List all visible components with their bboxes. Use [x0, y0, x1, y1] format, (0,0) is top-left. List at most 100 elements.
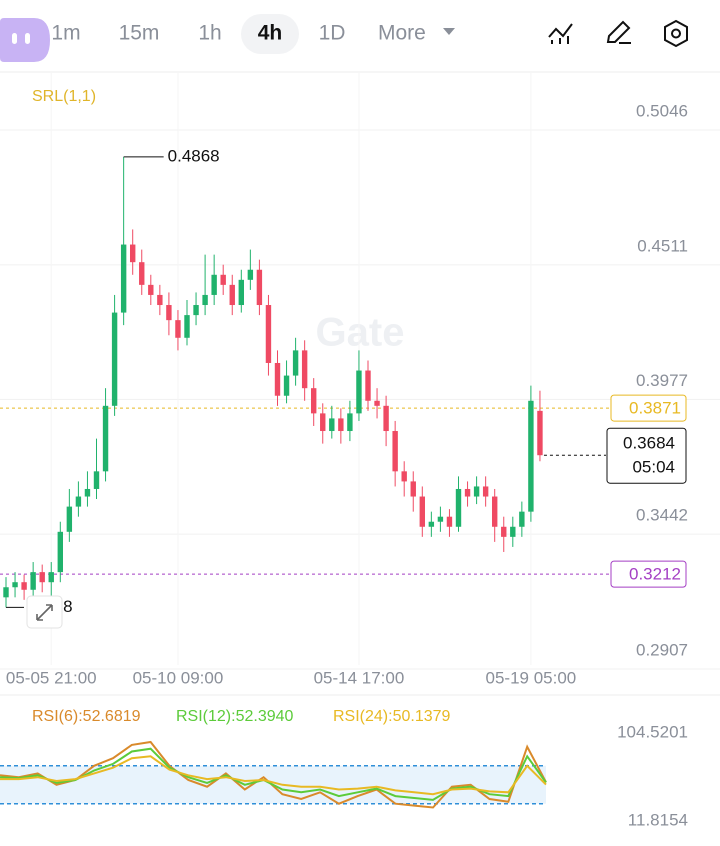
- candle-body: [193, 305, 199, 316]
- candle-body: [519, 511, 525, 527]
- floating-bubble[interactable]: [0, 18, 50, 62]
- candle-body: [537, 410, 543, 456]
- candle-body: [365, 370, 371, 401]
- candle-body: [139, 262, 145, 285]
- y-tick-label: 0.3442: [636, 506, 688, 525]
- candle-body: [274, 362, 281, 396]
- candle-body: [120, 244, 127, 313]
- x-tick-label: 05-05 21:00: [6, 668, 97, 687]
- y-tick-label: 0.3977: [636, 371, 688, 390]
- candle-body: [473, 486, 480, 497]
- candle-body: [311, 388, 317, 414]
- x-tick-label: 05-14 17:00: [314, 668, 405, 687]
- candle-body: [338, 418, 344, 432]
- candle-body: [501, 526, 507, 537]
- candle-body: [329, 418, 335, 432]
- candle-body: [392, 431, 398, 472]
- candle-body: [21, 582, 27, 590]
- candle-body: [75, 496, 82, 507]
- candle-body: [482, 486, 489, 497]
- current-price: 0.3684: [623, 434, 675, 453]
- candle-body: [283, 375, 290, 396]
- candle-body: [464, 488, 471, 497]
- candle-body: [184, 315, 190, 338]
- settings-icon[interactable]: [664, 19, 688, 48]
- candle-body: [347, 413, 353, 432]
- candle-body: [446, 516, 453, 527]
- candle-body: [292, 350, 299, 376]
- candle-body: [148, 284, 154, 295]
- candle-body: [229, 284, 235, 306]
- price-level-label: 0.3871: [629, 399, 681, 418]
- candle-body: [492, 496, 498, 527]
- candle-body: [374, 400, 380, 406]
- price-level-box: [610, 560, 687, 588]
- candle-body: [84, 488, 91, 497]
- y-tick-label: 0.2907: [636, 640, 688, 659]
- candle-body: [528, 400, 534, 512]
- indicator-label: SRL(1,1): [32, 88, 96, 105]
- candle-body: [102, 405, 109, 472]
- legend-entry: RSI(24):50.1379: [333, 708, 451, 725]
- candle-body: [93, 471, 100, 489]
- more-tab[interactable]: More: [378, 22, 426, 45]
- candle-body: [175, 320, 181, 338]
- legend-entry: RSI(12):52.3940: [176, 708, 294, 725]
- expand-icon[interactable]: [36, 604, 53, 621]
- interval-tab[interactable]: 4h: [258, 22, 283, 45]
- candle-body: [57, 531, 63, 573]
- candle-body: [66, 506, 73, 532]
- candle-body: [211, 274, 217, 295]
- candle-body: [510, 526, 516, 537]
- rsi-line: [0, 747, 547, 801]
- candle-body: [383, 405, 389, 432]
- rsi-tick-label: 104.5201: [617, 722, 688, 741]
- selected-tab-bg: [241, 14, 299, 54]
- interval-tab[interactable]: 1D: [319, 22, 346, 45]
- candle-body: [437, 516, 444, 522]
- interval-tab[interactable]: 15m: [119, 22, 160, 45]
- candle-body: [401, 471, 407, 482]
- current-price-box: [606, 427, 687, 484]
- draw-icon[interactable]: [606, 20, 631, 44]
- candle-body: [265, 305, 272, 363]
- candle-body: [111, 312, 118, 406]
- price-level-label: 0.3212: [629, 565, 681, 584]
- countdown: 05:04: [632, 458, 675, 477]
- candle-body: [166, 305, 172, 321]
- candle-body: [247, 269, 254, 280]
- price-level-box: [610, 394, 687, 422]
- candle-body: [3, 587, 9, 598]
- rsi-tick-label: 11.8154: [628, 810, 688, 829]
- max-label: 0.4868: [168, 146, 220, 165]
- candle-body: [428, 521, 435, 527]
- candle-body: [48, 572, 54, 583]
- more-caret[interactable]: [443, 28, 455, 35]
- candle-body: [238, 279, 244, 306]
- y-tick-label: 0.4511: [637, 236, 688, 255]
- candle-body: [301, 350, 308, 389]
- candle-body: [320, 413, 326, 432]
- x-tick-label: 05-10 09:00: [133, 668, 224, 687]
- candle-body: [157, 294, 163, 306]
- y-tick-label: 0.5046: [636, 101, 688, 120]
- interval-tab[interactable]: 1m: [51, 22, 80, 45]
- candle-body: [419, 496, 425, 527]
- x-tick-label: 05-19 05:00: [486, 668, 577, 687]
- candle-body: [256, 269, 263, 306]
- candle-body: [12, 582, 18, 588]
- candle-body: [130, 244, 136, 263]
- candle-body: [202, 294, 208, 306]
- candle-body: [30, 572, 36, 590]
- candle-body: [455, 488, 462, 527]
- candle-body: [39, 572, 45, 583]
- candle-body: [220, 274, 226, 285]
- interval-tab[interactable]: 1h: [198, 22, 221, 45]
- candle-body: [356, 370, 362, 414]
- watermark: Gate: [316, 311, 405, 355]
- indicator-icon[interactable]: [548, 23, 573, 44]
- rsi-line: [0, 755, 547, 796]
- legend-entry: RSI(6):52.6819: [32, 708, 141, 725]
